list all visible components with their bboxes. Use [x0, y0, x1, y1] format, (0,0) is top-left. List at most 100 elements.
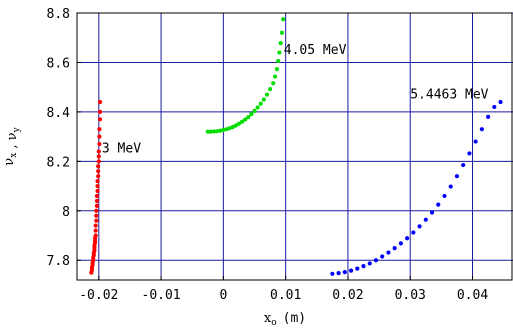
data-point — [398, 241, 403, 246]
annotations: 3 MeV 4.05 MeV 5.4463 MeV — [102, 43, 489, 157]
data-point — [392, 246, 397, 251]
data-point — [246, 114, 251, 120]
data-point — [211, 129, 217, 134]
data-point — [276, 58, 281, 64]
data-point — [95, 188, 100, 194]
data-point — [97, 141, 102, 147]
data-point — [97, 127, 102, 132]
data-point — [498, 99, 503, 105]
data-point — [278, 41, 283, 46]
data-point — [467, 151, 472, 156]
data-point — [97, 99, 103, 105]
data-point — [95, 183, 100, 189]
data-point — [271, 81, 276, 86]
data-point — [94, 213, 99, 218]
data-point — [367, 261, 372, 266]
data-point — [243, 117, 248, 122]
y-tick-label: 8.8 — [47, 7, 70, 22]
data-point — [461, 162, 466, 168]
data-point — [96, 159, 101, 164]
data-point — [97, 117, 103, 122]
data-point — [255, 105, 260, 110]
data-point — [380, 254, 385, 259]
data-point — [277, 50, 282, 55]
data-point — [386, 250, 391, 255]
data-point — [94, 198, 100, 203]
data-point — [208, 129, 214, 134]
x-tick-label: 0.01 — [270, 288, 301, 303]
data-point — [233, 123, 238, 128]
x-tick-label: -0.01 — [142, 288, 181, 303]
data-point — [448, 184, 453, 189]
x-tick-label: 0.02 — [332, 288, 363, 303]
data-point — [436, 202, 441, 207]
data-point — [94, 203, 100, 208]
data-point — [93, 228, 98, 233]
data-point — [336, 270, 341, 276]
data-point — [267, 87, 273, 92]
series-annotation: 5.4463 MeV — [410, 87, 488, 102]
data-point — [272, 74, 278, 79]
data-point — [97, 134, 102, 139]
data-point — [94, 208, 99, 213]
y-axis-label: νx , νy — [2, 126, 22, 165]
data-point — [423, 217, 428, 222]
x-tick-label: 0.03 — [395, 288, 426, 303]
data-point — [93, 233, 98, 238]
x-axis-label: xo (m) — [264, 311, 306, 328]
x-tick-label: -0.02 — [79, 288, 118, 303]
data-point — [373, 258, 379, 263]
data-point — [239, 119, 245, 124]
series-3 — [330, 99, 503, 276]
y-tick-label: 8.2 — [47, 155, 70, 170]
data-point — [261, 97, 266, 102]
data-point — [485, 114, 491, 119]
series-1 — [89, 99, 103, 275]
data-point — [205, 129, 210, 134]
y-tick-label: 8.4 — [47, 106, 71, 121]
data-point — [330, 271, 335, 276]
axis-ticks: -0.02 -0.01 0 0.01 0.02 0.03 0.04 7.8 8 8.2 8.4 8.6… — [47, 7, 489, 303]
data-point — [355, 266, 360, 271]
x-tick-label: 0.04 — [457, 288, 488, 303]
data-point — [94, 218, 99, 223]
data-point — [96, 164, 101, 169]
data-point — [417, 224, 422, 229]
data-point — [215, 129, 220, 134]
data-point — [479, 127, 484, 132]
data-point — [96, 149, 101, 154]
series-annotation: 3 MeV — [102, 142, 141, 157]
data-point — [97, 109, 103, 114]
data-point — [96, 154, 101, 159]
y-tick-label: 8 — [62, 205, 70, 220]
data-point — [492, 104, 497, 110]
plot-frame — [76, 12, 513, 281]
data-point — [473, 139, 478, 144]
data-point — [348, 268, 354, 273]
y-tick-label: 8.6 — [47, 56, 70, 71]
data-point — [258, 101, 263, 106]
data-point — [230, 124, 235, 130]
data-point — [96, 169, 101, 174]
data-point — [274, 67, 280, 72]
data-point — [95, 179, 100, 184]
data-point — [264, 92, 270, 97]
data-points — [89, 17, 503, 276]
data-point — [279, 30, 285, 35]
data-point — [429, 210, 435, 215]
data-point — [249, 112, 254, 117]
series-annotation: 4.05 MeV — [284, 43, 347, 58]
data-point — [361, 264, 366, 269]
data-point — [94, 193, 100, 199]
data-point — [442, 193, 447, 199]
data-point — [252, 108, 257, 113]
data-point — [281, 17, 286, 22]
data-point — [236, 121, 242, 126]
data-point — [342, 269, 347, 275]
data-point — [405, 236, 410, 241]
series-2 — [205, 17, 286, 134]
data-point — [454, 174, 460, 179]
x-tick-label: 0 — [219, 288, 227, 303]
data-point — [411, 230, 416, 235]
